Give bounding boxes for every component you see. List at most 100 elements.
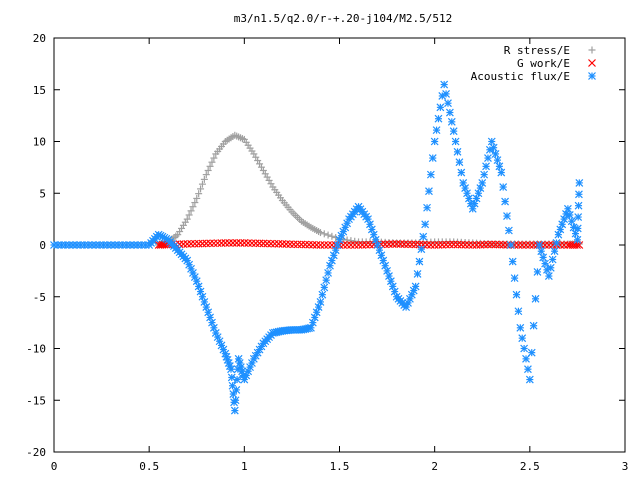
y-tick-label: 5 — [39, 187, 46, 200]
data-point — [193, 194, 201, 202]
y-axis: -20 -15 -10 -5 0 5 10 15 20 — [26, 32, 625, 459]
data-point — [206, 162, 214, 170]
data-point — [228, 239, 237, 247]
data-point — [189, 203, 197, 211]
data-point — [183, 215, 191, 223]
data-point — [512, 290, 521, 299]
data-point — [413, 270, 422, 278]
data-point — [445, 108, 454, 117]
data-point — [440, 80, 449, 89]
data-point — [206, 313, 214, 322]
data-point — [574, 201, 583, 210]
data-point — [449, 127, 458, 136]
data-point — [529, 241, 538, 249]
data-point — [573, 235, 582, 244]
legend-label: Acoustic flux/E — [471, 70, 570, 83]
data-point — [202, 171, 210, 179]
data-point — [118, 241, 127, 249]
data-point — [339, 227, 348, 236]
series-0 — [155, 131, 583, 249]
data-point — [305, 240, 313, 249]
data-point — [343, 241, 352, 249]
data-point — [518, 241, 527, 249]
data-point — [525, 241, 534, 249]
data-point — [198, 180, 206, 188]
data-point — [190, 239, 199, 248]
data-point — [510, 274, 519, 283]
data-point — [320, 230, 328, 238]
data-point — [482, 162, 490, 171]
x-tick-label: 1.5 — [330, 460, 350, 473]
data-point — [506, 241, 515, 249]
data-point — [95, 241, 104, 249]
data-point — [531, 294, 540, 303]
data-point — [516, 323, 525, 332]
data-point — [230, 406, 239, 415]
data-point — [411, 282, 420, 291]
data-point — [327, 241, 336, 249]
data-point — [548, 255, 557, 264]
data-point — [434, 114, 443, 123]
data-point — [322, 276, 331, 285]
data-point — [461, 184, 470, 192]
data-point — [522, 354, 530, 363]
legend-marker — [588, 72, 596, 80]
data-point — [213, 239, 222, 248]
data-point — [563, 204, 572, 213]
data-point — [436, 103, 445, 112]
data-point — [206, 239, 214, 248]
data-point — [76, 241, 85, 249]
data-point — [57, 241, 66, 249]
data-point — [514, 307, 523, 316]
data-point — [432, 126, 441, 135]
data-point — [514, 241, 523, 249]
data-point — [229, 390, 238, 398]
data-point — [457, 168, 466, 177]
data-point — [377, 251, 386, 260]
data-point — [187, 239, 195, 248]
data-point — [546, 263, 555, 272]
data-point — [316, 298, 325, 306]
data-point — [232, 239, 241, 247]
data-point — [320, 283, 329, 292]
data-point — [324, 269, 333, 277]
data-point — [328, 232, 336, 240]
y-tick-label: -20 — [26, 446, 46, 459]
data-point — [316, 241, 325, 249]
y-tick-label: -10 — [26, 343, 46, 356]
data-point — [244, 239, 253, 247]
data-point — [210, 154, 218, 162]
data-point — [522, 241, 530, 249]
data-point — [415, 257, 424, 266]
y-tick-label: 0 — [39, 239, 46, 252]
data-point — [196, 287, 205, 296]
data-point — [484, 154, 492, 162]
data-point — [91, 241, 100, 249]
data-point — [390, 287, 399, 296]
data-point — [527, 348, 536, 357]
data-point — [573, 224, 582, 233]
data-point — [274, 239, 283, 248]
data-point — [318, 290, 327, 299]
x-axis: 0 0.5 1 1.5 2 2.5 3 — [51, 38, 628, 473]
data-point — [520, 344, 529, 353]
data-point — [316, 229, 324, 237]
data-point — [200, 175, 208, 183]
x-tick-label: 2.5 — [520, 460, 540, 473]
data-point — [137, 241, 146, 249]
data-point — [455, 158, 464, 167]
y-tick-label: 20 — [33, 32, 46, 45]
data-point — [537, 247, 546, 256]
data-point — [550, 247, 559, 256]
legend-marker — [588, 59, 596, 67]
data-point — [103, 241, 112, 249]
data-point — [270, 239, 279, 248]
data-point — [425, 187, 433, 196]
x-tick-label: 2 — [431, 460, 438, 473]
data-point — [278, 240, 287, 248]
data-point — [202, 239, 211, 248]
data-point — [301, 240, 310, 249]
data-point — [428, 154, 437, 162]
data-point — [575, 178, 584, 187]
